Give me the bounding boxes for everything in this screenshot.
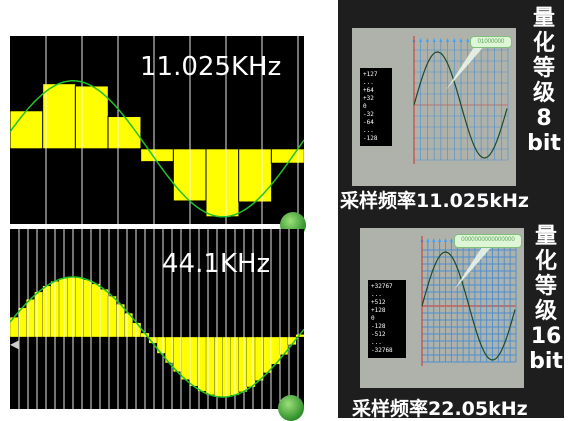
sample-bar [205, 336, 215, 395]
sample-arrow [425, 38, 429, 42]
stepped-waveform-11khz [9, 36, 305, 224]
waveform-panel-44khz: 44.1KHz ◀ [9, 229, 305, 421]
sample-arrow [466, 38, 470, 42]
sample-arrow [439, 38, 443, 42]
sample-bar [132, 322, 142, 338]
play-marker-icon: ◀ [10, 337, 20, 351]
sample-bar [99, 289, 109, 338]
waveform-panel-11khz: 11.025KHz [9, 36, 306, 238]
board: +127... +64 +32 0 -32 -64... -128 01000000 [352, 28, 516, 186]
sample-bar [42, 285, 52, 338]
sample-bar [140, 148, 175, 163]
sample-bar [246, 336, 256, 388]
bit-depth-label: 量化 等级 16 bit [529, 224, 563, 374]
sample-arrow [426, 238, 430, 242]
sample-rate-caption: 采样频率22.05kHz [352, 398, 528, 420]
sample-bar [214, 336, 223, 397]
value-bubble: 0000000000000000 [454, 234, 522, 248]
sample-bar [75, 277, 84, 338]
analog-wave [9, 276, 305, 398]
level-legend: +127... +64 +32 0 -32 -64... -128 [360, 68, 392, 146]
freq-label: 44.1KHz [162, 249, 271, 279]
sample-bar [91, 283, 101, 338]
sample-bar [222, 336, 231, 397]
sample-bar [238, 336, 248, 393]
sample-bar [270, 148, 305, 164]
freq-label: 11.025KHz [140, 52, 282, 82]
sample-arrow [432, 38, 436, 42]
quantization-panel-16bit: +32767... +512 +128 0 -128 -512... -32768 … [338, 216, 564, 420]
sample-bar [263, 336, 272, 374]
quantization-grid-16bit [420, 236, 518, 366]
value-bubble: 01000000 [470, 36, 512, 48]
sample-bar [67, 276, 76, 338]
sample-bar [205, 148, 240, 218]
sample-bar [74, 85, 109, 150]
sample-arrow [444, 238, 447, 242]
quantization-panel-8bit: +127... +64 +32 0 -32 -64... -128 01000000… [338, 0, 564, 216]
level-legend: +32767... +512 +128 0 -128 -512... -32768 [368, 280, 406, 358]
sample-arrow [438, 238, 442, 242]
bit-depth-label: 量化 等级 8 bit [527, 6, 561, 156]
sample-arrow [419, 38, 423, 42]
sample-rate-caption: 采样频率11.025kHz [340, 190, 529, 212]
sample-bar [189, 336, 199, 387]
sample-bar [181, 336, 191, 380]
sample-arrow [446, 38, 450, 42]
sample-arrow [459, 38, 463, 42]
sample-arrow [449, 238, 453, 242]
sample-bar [238, 148, 273, 203]
analog-wave [421, 251, 516, 361]
bubble-pointer [454, 244, 494, 290]
green-dot-icon [278, 395, 304, 421]
sample-bar [42, 83, 77, 150]
sample-bar [107, 116, 142, 150]
analog-wave [9, 80, 305, 218]
board: +32767... +512 +128 0 -128 -512... -32768 … [360, 228, 524, 388]
stepped-waveform-44khz [9, 229, 305, 409]
analog-wave [413, 51, 508, 159]
sample-arrow [432, 238, 436, 242]
sample-arrow [452, 38, 456, 42]
sample-bar [58, 278, 68, 338]
sample-bar [34, 291, 44, 338]
sample-bar [116, 303, 125, 338]
bubble-pointer [446, 44, 486, 90]
sample-bar [9, 110, 44, 150]
